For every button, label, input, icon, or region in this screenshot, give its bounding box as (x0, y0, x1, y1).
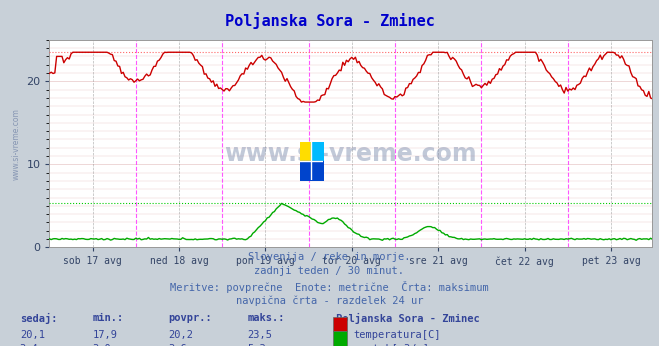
Text: 20,1: 20,1 (20, 330, 45, 340)
Text: sedaj:: sedaj: (20, 313, 57, 324)
Text: Slovenija / reke in morje.: Slovenija / reke in morje. (248, 252, 411, 262)
Text: 17,9: 17,9 (92, 330, 117, 340)
Text: Poljanska Sora - Zminec: Poljanska Sora - Zminec (336, 313, 480, 324)
Text: navpična črta - razdelek 24 ur: navpična črta - razdelek 24 ur (236, 295, 423, 306)
Text: 3,6: 3,6 (168, 344, 186, 346)
Text: zadnji teden / 30 minut.: zadnji teden / 30 minut. (254, 266, 405, 276)
Text: www.si-vreme.com: www.si-vreme.com (12, 108, 21, 180)
Text: povpr.:: povpr.: (168, 313, 212, 323)
Text: Poljanska Sora - Zminec: Poljanska Sora - Zminec (225, 12, 434, 29)
Text: 23,5: 23,5 (247, 330, 272, 340)
Text: Meritve: povprečne  Enote: metrične  Črta: maksimum: Meritve: povprečne Enote: metrične Črta:… (170, 281, 489, 293)
Text: 3,0: 3,0 (92, 344, 111, 346)
Text: www.si-vreme.com: www.si-vreme.com (225, 142, 477, 166)
Text: 20,2: 20,2 (168, 330, 193, 340)
Text: temperatura[C]: temperatura[C] (354, 330, 442, 340)
Text: 5,3: 5,3 (247, 344, 266, 346)
Text: 3,4: 3,4 (20, 344, 38, 346)
Text: pretok[m3/s]: pretok[m3/s] (354, 344, 429, 346)
Text: min.:: min.: (92, 313, 123, 323)
Text: maks.:: maks.: (247, 313, 285, 323)
